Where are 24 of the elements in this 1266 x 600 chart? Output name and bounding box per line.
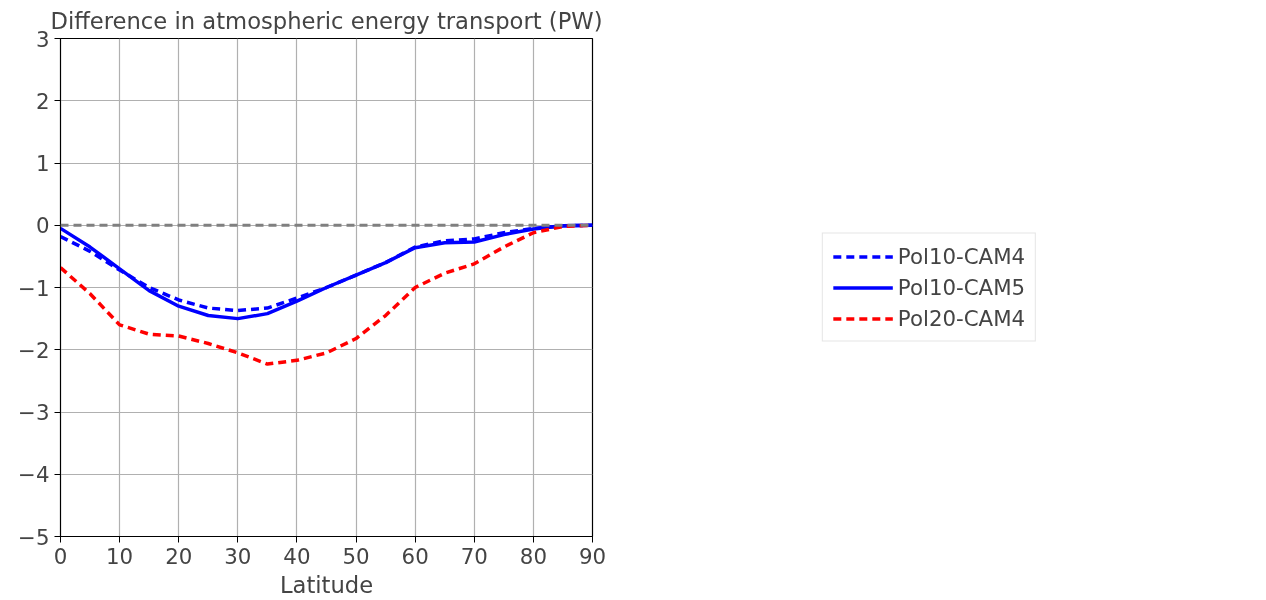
legend-label: Pol10-CAM4 [897, 243, 1026, 269]
y-tick-label: 2 [35, 88, 50, 114]
legend-label: Pol20-CAM4 [897, 305, 1026, 331]
x-tick-label: 20 [165, 543, 193, 569]
x-tick-label: 30 [224, 543, 252, 569]
x-tick-label: 50 [342, 543, 370, 569]
x-tick-label: 40 [283, 543, 311, 569]
x-tick-label: 80 [519, 543, 547, 569]
x-tick-label: 60 [401, 543, 429, 569]
y-tick-label: 3 [35, 26, 50, 52]
y-tick-label: −5 [18, 524, 50, 550]
x-tick-label: 70 [460, 543, 488, 569]
chart-title: Difference in atmospheric energy transport (PW) [50, 7, 603, 34]
y-tick-label: −4 [18, 462, 50, 488]
x-tick-label: 90 [578, 543, 607, 569]
x-tick-label: 0 [53, 543, 68, 569]
y-tick-label: 0 [35, 213, 50, 239]
x-tick-label: 10 [106, 543, 134, 569]
x-axis-title: Latitude [279, 571, 374, 598]
legend-label: Pol10-CAM5 [897, 274, 1026, 300]
y-tick-label: −3 [18, 400, 50, 425]
y-tick-label: −1 [18, 275, 50, 301]
y-tick-label: −2 [18, 337, 50, 363]
y-tick-label: 1 [35, 151, 50, 176]
